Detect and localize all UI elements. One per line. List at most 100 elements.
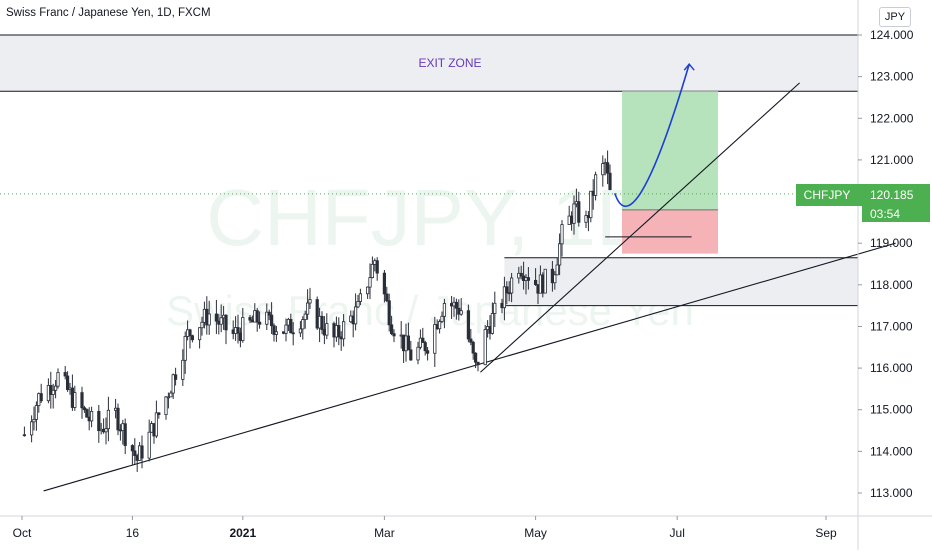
candle-body-116: [416, 346, 420, 361]
candle-body-145: [509, 277, 514, 294]
candle-body-85: [308, 299, 312, 304]
watermark-layer: CHFJPY, 1D Swiss Franc / Japanese Yen: [166, 173, 694, 334]
candle-body-55: [207, 313, 211, 326]
y-tick-label-2: 122.000: [870, 111, 914, 125]
candle-body-30: [123, 423, 127, 446]
trendline-upper: [480, 82, 800, 373]
candle-body-133: [471, 341, 475, 354]
candle-body-90: [325, 323, 329, 336]
candle-body-41: [164, 396, 168, 416]
currency-button[interactable]: JPY: [879, 7, 911, 27]
candle-body-17: [82, 407, 86, 410]
candle-body-95: [341, 321, 346, 340]
candle-body-98: [353, 306, 358, 325]
candle-body-173: [606, 162, 610, 174]
candle-body-0: [22, 434, 27, 437]
x-tick-label-4: May: [524, 526, 547, 540]
candle-body-159: [558, 243, 562, 266]
candle-body-82: [301, 319, 305, 330]
candle-body-142: [502, 286, 507, 309]
candle-body-21: [97, 410, 101, 432]
candle-body-69: [255, 310, 259, 323]
candle-body-118: [421, 337, 425, 343]
candle-body-44: [171, 374, 175, 394]
candle-body-31: [130, 445, 134, 452]
candle-body-150: [526, 277, 531, 281]
candle-body-99: [356, 301, 360, 308]
candle-body-132: [469, 338, 473, 343]
candle-body-39: [154, 412, 158, 437]
candle-body-51: [197, 327, 202, 341]
candle-body-107: [385, 293, 389, 302]
candle-body-168: [589, 190, 593, 219]
candle-body-102: [368, 277, 372, 288]
x-tick-label-1: 16: [126, 526, 140, 540]
trendlines-layer: [43, 82, 896, 492]
trendline-lower: [43, 242, 896, 492]
chart-title: Swiss Franc / Japanese Yen, 1D, FXCM: [6, 7, 211, 19]
projection-curve: [614, 63, 690, 207]
candle-body-63: [236, 327, 240, 334]
position-stop-box: [622, 209, 718, 254]
candle-body-1: [29, 421, 34, 436]
x-tick-label-6: Sep: [815, 526, 837, 540]
y-tick-label-6: 118.000: [870, 278, 913, 292]
candle-body-136: [483, 329, 487, 366]
candle-body-15: [73, 392, 77, 408]
candle-body-65: [241, 317, 245, 341]
candle-body-5: [39, 393, 43, 402]
candle-body-86: [315, 299, 319, 329]
candle-body-24: [104, 428, 108, 433]
y-tick-label-3: 121.000: [870, 153, 914, 167]
candle-body-174: [608, 172, 612, 190]
candle-body-109: [389, 324, 394, 335]
candle-body-43: [169, 392, 173, 398]
price-tag-symbol: CHFJPY: [803, 188, 851, 202]
candle-body-170: [594, 174, 598, 196]
candle-body-3: [34, 405, 39, 420]
candle-body-171: [601, 163, 605, 176]
candle-body-11: [63, 372, 67, 377]
candle-body-16: [80, 392, 84, 409]
candle-body-163: [572, 203, 576, 224]
candle-body-32: [133, 450, 137, 457]
candle-body-75: [274, 331, 279, 335]
candle-body-79: [289, 318, 293, 334]
candle-body-134: [473, 352, 478, 363]
candle-body-83: [303, 313, 307, 320]
candle-body-120: [425, 350, 430, 354]
candle-body-27: [116, 407, 120, 431]
candle-body-131: [466, 310, 471, 340]
candle-body-147: [519, 272, 523, 277]
candle-body-52: [200, 321, 204, 329]
candle-body-50: [190, 335, 194, 341]
candle-body-158: [555, 264, 559, 276]
candle-body-72: [267, 311, 271, 316]
candle-body-47: [183, 336, 187, 361]
exit-zone-rect: [0, 35, 858, 92]
candle-body-58: [219, 317, 223, 325]
candle-body-135: [476, 361, 480, 366]
y-tick-label-5: 119.000: [870, 236, 913, 250]
y-tick-label-11: 113.000: [870, 486, 913, 500]
x-tick-label-2: 2021: [229, 526, 256, 540]
candle-body-165: [577, 201, 581, 223]
zones-layer: EXIT ZONE: [0, 34, 858, 307]
candle-body-36: [147, 431, 151, 459]
candle-body-20: [90, 410, 94, 422]
candle-body-77: [284, 324, 288, 334]
projection-arrow-icon: [683, 63, 695, 71]
candle-body-157: [553, 274, 557, 284]
candle-body-108: [387, 300, 391, 326]
candle-body-66: [248, 317, 252, 321]
candle-body-140: [493, 302, 497, 314]
candle-body-124: [440, 315, 444, 322]
candle-body-46: [181, 359, 185, 380]
candle-body-8: [51, 389, 55, 395]
candle-body-121: [433, 324, 437, 354]
y-tick-label-10: 114.000: [870, 444, 913, 458]
candle-body-56: [214, 313, 218, 322]
